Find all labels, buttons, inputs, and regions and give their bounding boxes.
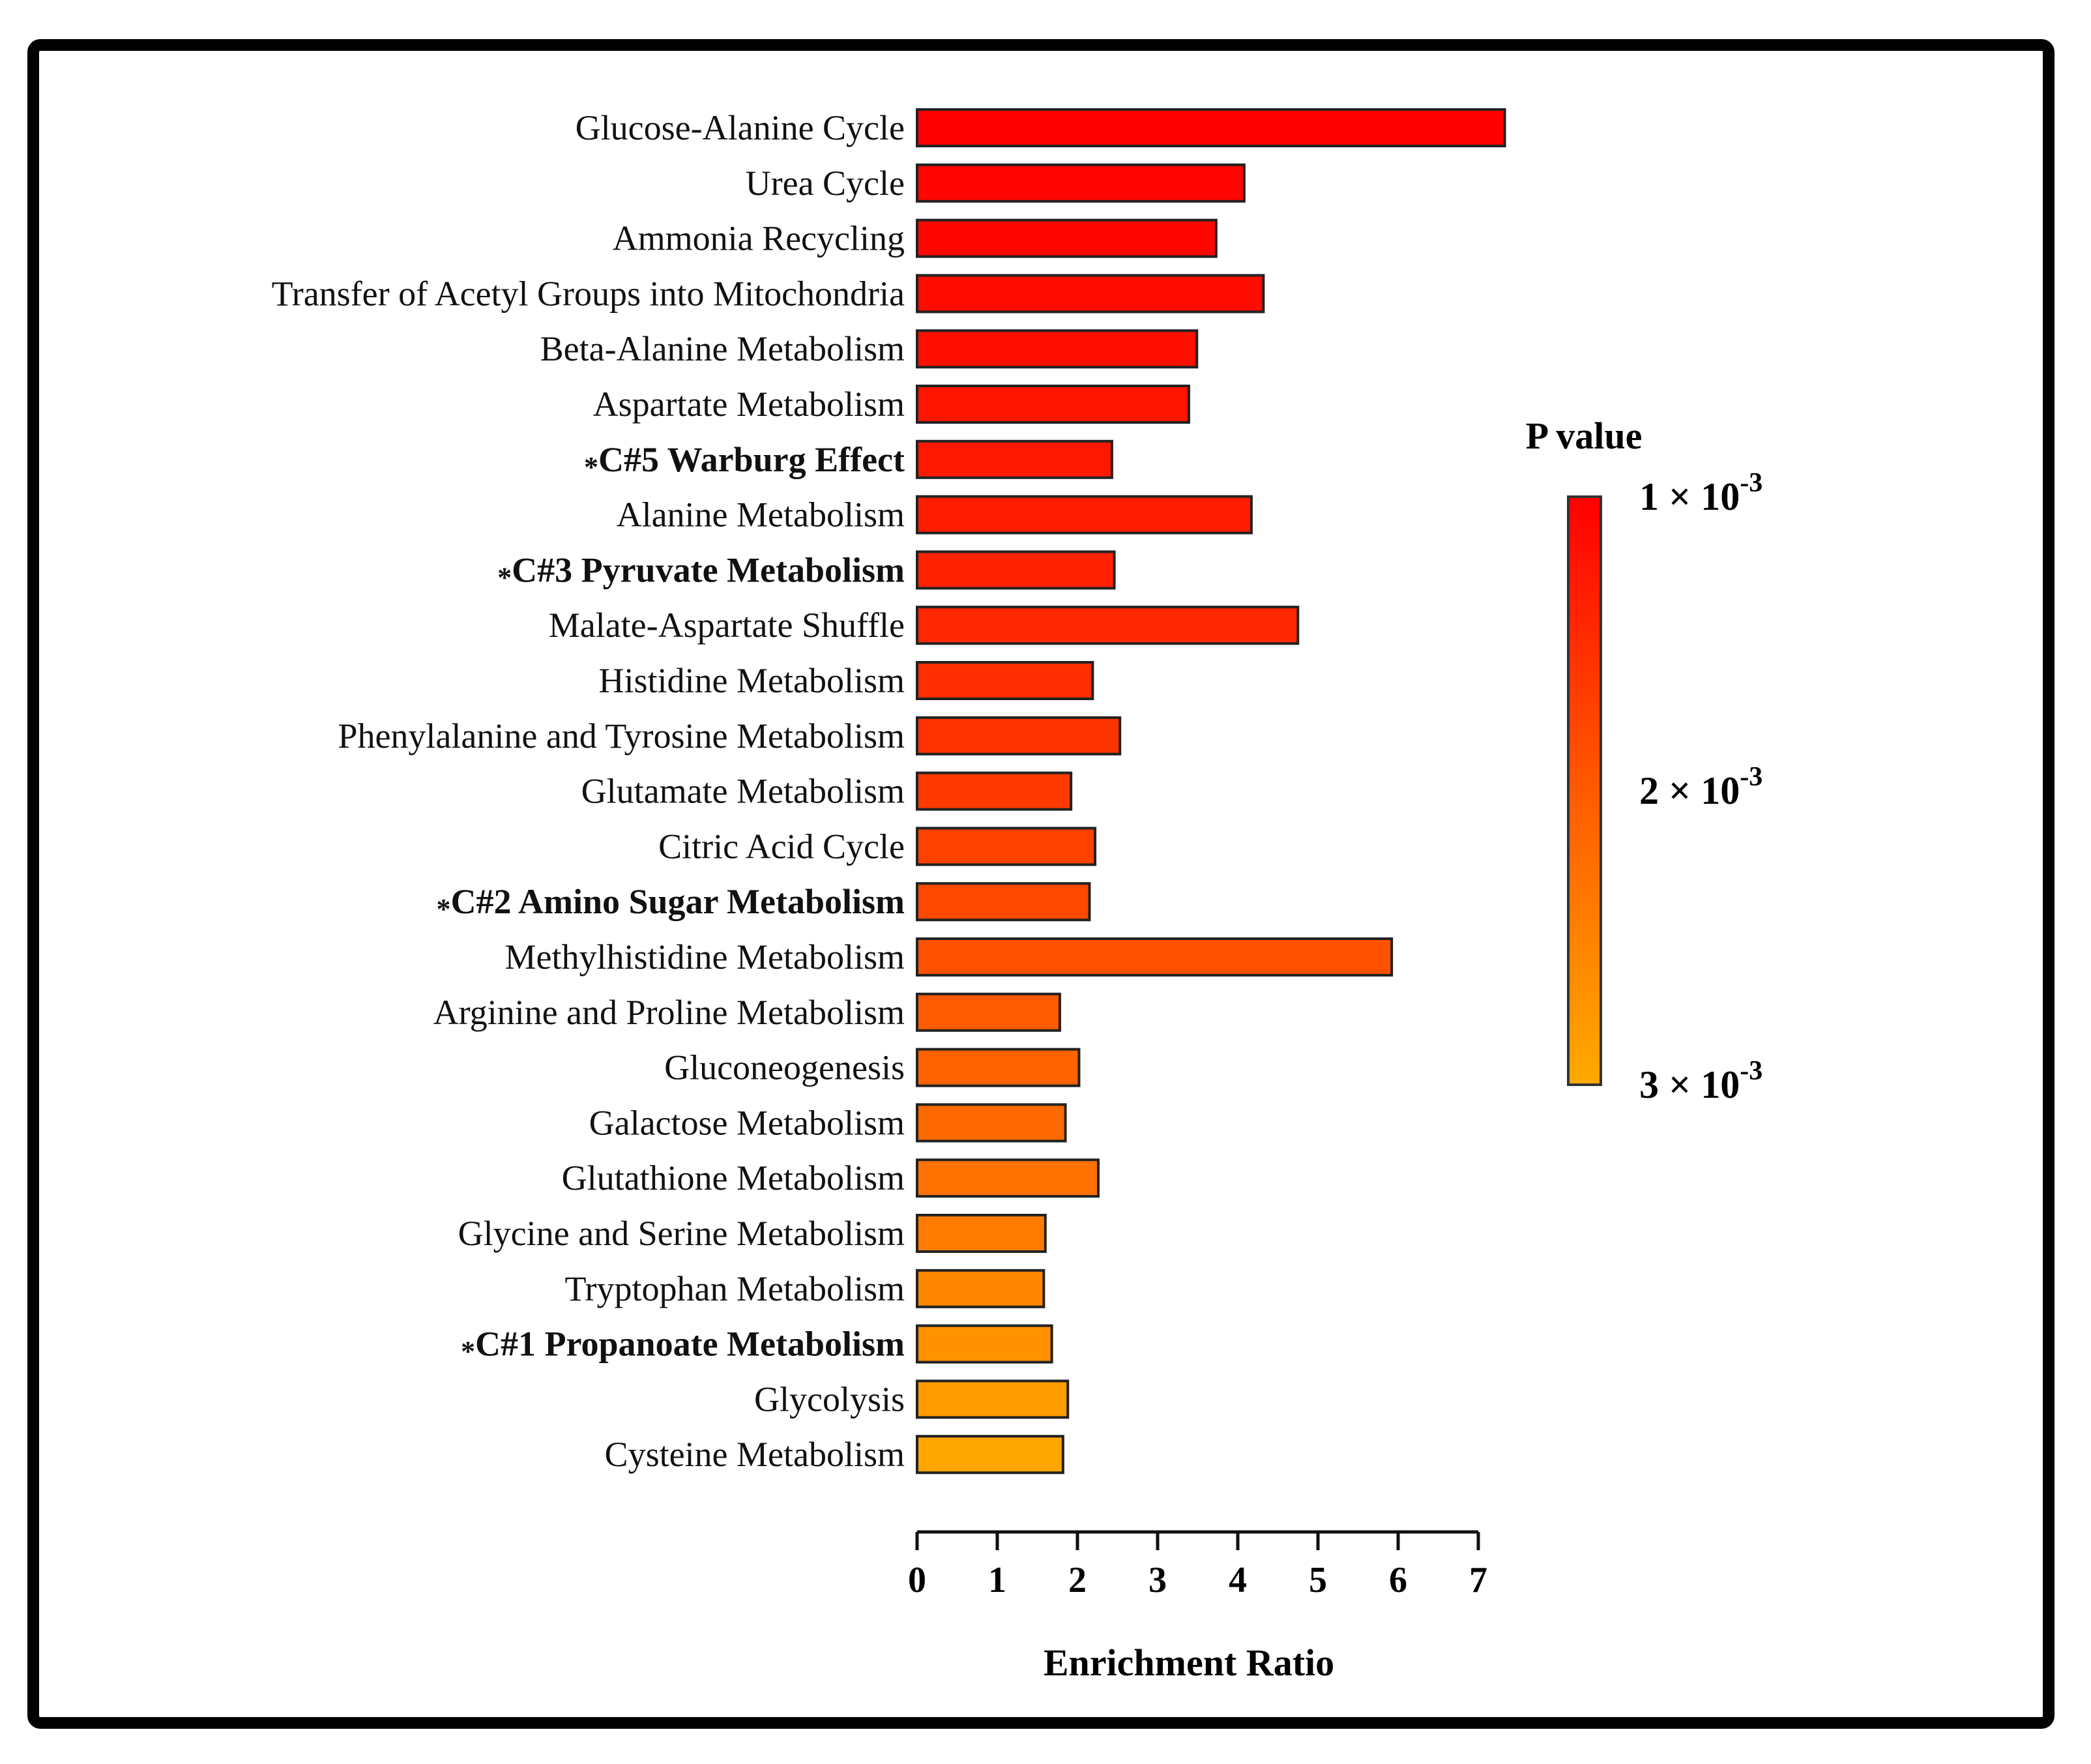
category-label: Beta-Alanine Metabolism xyxy=(540,329,905,368)
legend-colorbar xyxy=(1567,495,1602,1086)
category-label: Transfer of Acetyl Groups into Mitochond… xyxy=(272,274,905,313)
category-labels: Glucose-Alanine Cycle Urea Cycle Ammonia R… xyxy=(272,108,905,1474)
category-label: Galactose Metabolism xyxy=(589,1103,905,1142)
category-label: Histidine Metabolism xyxy=(599,661,905,700)
bar-glutamate-metabolism xyxy=(916,771,1073,811)
x-tick-label: 1 xyxy=(988,1560,1006,1600)
category-label: Cysteine Metabolism xyxy=(605,1435,905,1474)
asterisk-marker: * xyxy=(461,1336,475,1368)
category-label: *C#5 Warburg Effect xyxy=(584,440,905,483)
category-label: *C#3 Pyruvate Metabolism xyxy=(497,550,905,593)
category-label: Glutathione Metabolism xyxy=(562,1158,905,1198)
category-label: Arginine and Proline Metabolism xyxy=(433,993,905,1032)
legend-tick-label: 1 × 10-3 xyxy=(1639,468,1762,518)
bar-arginine-and-proline-metabolism xyxy=(916,992,1061,1032)
category-label: Urea Cycle xyxy=(746,164,905,203)
x-tick-label: 3 xyxy=(1148,1560,1167,1600)
category-label: Ammonia Recycling xyxy=(613,219,905,258)
category-label: Citric Acid Cycle xyxy=(658,827,905,866)
asterisk-marker: * xyxy=(584,451,598,483)
bar-glycolysis xyxy=(916,1379,1070,1419)
category-label: Gluconeogenesis xyxy=(664,1048,905,1087)
x-tick-label: 4 xyxy=(1229,1560,1247,1600)
bar-cysteine-metabolism xyxy=(916,1435,1064,1475)
bar-citric-acid-cycle xyxy=(916,827,1097,866)
x-tick-label: 5 xyxy=(1309,1560,1327,1600)
bar-methylhistidine-metabolism xyxy=(916,937,1394,977)
category-label: *C#2 Amino Sugar Metabolism xyxy=(436,882,905,925)
bar-transfer-of-acetyl-groups-into-mitochondria xyxy=(916,274,1265,314)
bar-tryptophan-metabolism xyxy=(916,1269,1046,1308)
category-label: Aspartate Metabolism xyxy=(593,385,905,424)
bar-phenylalanine-and-tyrosine-metabolism xyxy=(916,716,1122,756)
bar-gluconeogenesis xyxy=(916,1048,1081,1087)
category-label: Alanine Metabolism xyxy=(617,495,905,535)
legend-title: P value xyxy=(1526,415,1643,457)
bar-c-3-pyruvate-metabolism xyxy=(916,550,1116,590)
p-value-legend: P value 1 × 10-3 2 × 10-3 3 × 10-3 xyxy=(1526,415,1763,1106)
bars xyxy=(916,108,1506,1475)
bar-aspartate-metabolism xyxy=(916,385,1190,424)
legend-tick-label: 3 × 10-3 xyxy=(1639,1056,1762,1106)
category-label: Glycolysis xyxy=(754,1379,905,1419)
category-label: Tryptophan Metabolism xyxy=(564,1269,905,1308)
x-tick-label: 2 xyxy=(1068,1560,1087,1600)
x-axis: 0 1 2 3 4 5 6 7 xyxy=(908,1530,1487,1600)
bar-c-1-propanoate-metabolism xyxy=(916,1324,1053,1364)
category-label: Glutamate Metabolism xyxy=(581,772,905,811)
category-label: Methylhistidine Metabolism xyxy=(505,937,905,977)
bar-alanine-metabolism xyxy=(916,495,1253,535)
bar-glucose-alanine-cycle xyxy=(916,108,1506,147)
bar-beta-alanine-metabolism xyxy=(916,329,1199,369)
bar-glycine-and-serine-metabolism xyxy=(916,1214,1047,1253)
bar-histidine-metabolism xyxy=(916,661,1094,700)
bar-ammonia-recycling xyxy=(916,218,1218,258)
category-label: Phenylalanine and Tyrosine Metabolism xyxy=(338,716,905,756)
legend-ticks: 1 × 10-3 2 × 10-3 3 × 10-3 xyxy=(1639,468,1762,1106)
legend-tick-label: 2 × 10-3 xyxy=(1639,762,1762,812)
bar-c-2-amino-sugar-metabolism xyxy=(916,882,1091,922)
asterisk-marker: * xyxy=(436,893,450,925)
bar-galactose-metabolism xyxy=(916,1103,1067,1143)
category-label: *C#1 Propanoate Metabolism xyxy=(461,1325,905,1368)
category-label: Glucose-Alanine Cycle xyxy=(576,108,905,147)
category-label: Malate-Aspartate Shuffle xyxy=(549,606,905,645)
bar-urea-cycle xyxy=(916,163,1246,203)
bar-c-5-warburg-effect xyxy=(916,439,1113,479)
bar-glutathione-metabolism xyxy=(916,1158,1100,1198)
bar-malate-aspartate-shuffle xyxy=(916,606,1300,645)
asterisk-marker: * xyxy=(497,561,512,593)
x-tick-label: 6 xyxy=(1389,1560,1407,1600)
category-label: Glycine and Serine Metabolism xyxy=(458,1214,905,1253)
x-tick-label: 0 xyxy=(908,1560,926,1600)
x-tick-label: 7 xyxy=(1469,1560,1487,1600)
x-axis-title: Enrichment Ratio xyxy=(1044,1641,1334,1684)
